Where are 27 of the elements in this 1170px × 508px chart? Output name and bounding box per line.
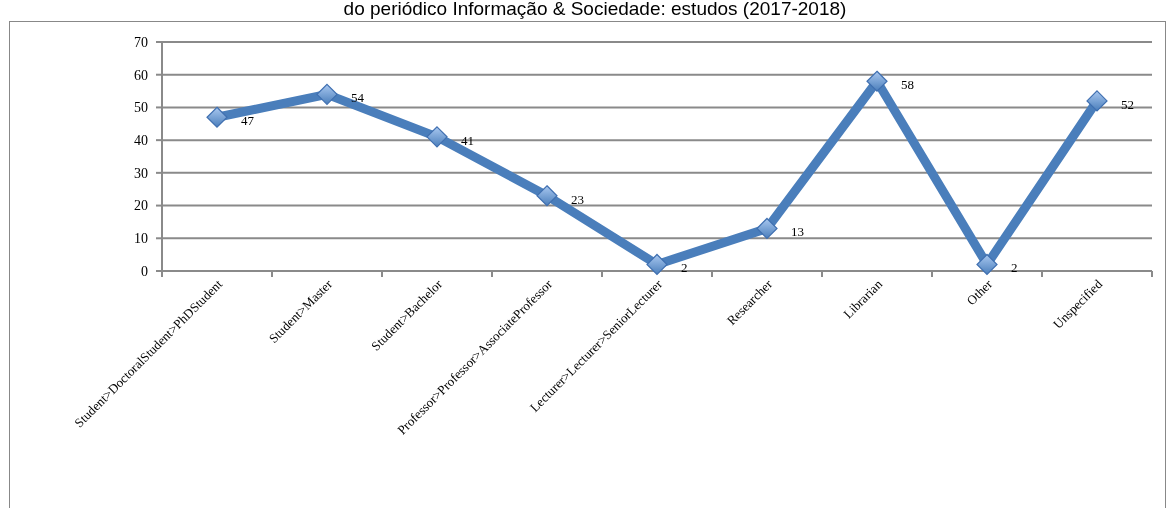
y-tick-label: 70 bbox=[134, 34, 148, 50]
point bbox=[536, 185, 558, 207]
point bbox=[206, 106, 228, 128]
data-label: 2 bbox=[1011, 260, 1018, 276]
y-tick-label: 50 bbox=[134, 100, 148, 116]
y-tick-label: 20 bbox=[134, 198, 148, 214]
point bbox=[1086, 90, 1108, 112]
y-tick-label: 10 bbox=[134, 231, 148, 247]
data-label: 2 bbox=[681, 260, 688, 276]
data-label: 47 bbox=[241, 113, 255, 129]
y-tick-label: 30 bbox=[134, 165, 148, 181]
point bbox=[316, 83, 338, 105]
point bbox=[866, 70, 888, 92]
data-label: 41 bbox=[461, 132, 474, 148]
chart-title: do periódico Informação & Sociedade: estudos (2017-2018) bbox=[343, 0, 847, 19]
point bbox=[426, 126, 448, 148]
data-label: 52 bbox=[1121, 96, 1134, 112]
y-tick-label: 0 bbox=[141, 263, 148, 279]
y-tick-label: 60 bbox=[134, 67, 148, 83]
data-label: 54 bbox=[351, 90, 365, 106]
point bbox=[976, 253, 998, 276]
point bbox=[646, 253, 668, 276]
data-label: 58 bbox=[901, 77, 914, 93]
point bbox=[756, 217, 778, 240]
data-label: 13 bbox=[791, 224, 804, 240]
data-label: 23 bbox=[571, 191, 584, 207]
y-tick-label: 40 bbox=[134, 133, 148, 149]
